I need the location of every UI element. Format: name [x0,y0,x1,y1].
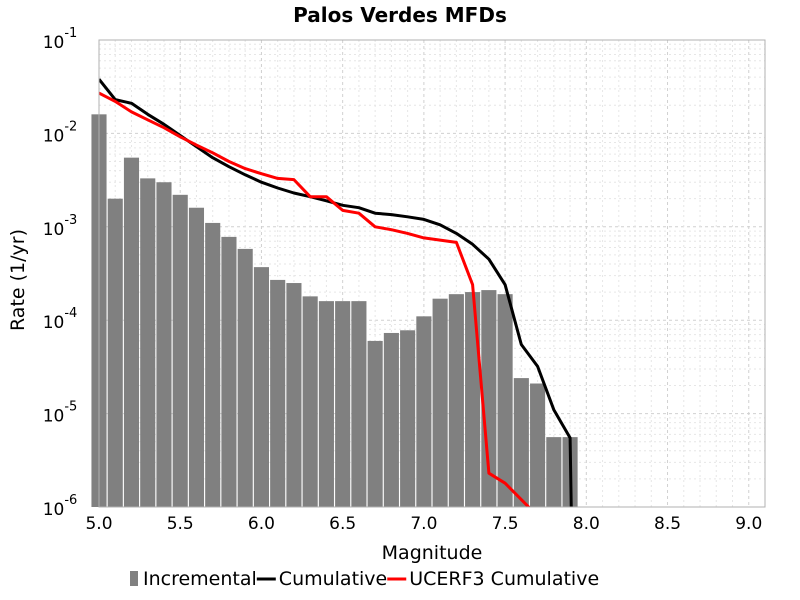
cumulative-lines [99,78,573,507]
bar [481,290,497,507]
bar [513,378,529,507]
x-axis-ticks: 5.0 5.5 6.0 6.5 7.0 7.5 8.0 8.5 9.0 [85,514,762,534]
y-tick-base: 10 [43,407,65,427]
y-axis-ticks: 10-610-510-410-310-210-1 [43,26,78,520]
x-tick-label: 6.5 [329,514,356,534]
bar [156,182,172,507]
bar [400,330,416,507]
legend-label: Cumulative [279,568,387,590]
legend-swatch [130,571,138,586]
x-tick-label: 8.5 [654,514,681,534]
bar [335,301,351,507]
bar [172,194,188,507]
x-tick-label: 5.0 [85,514,112,534]
y-tick-exponent: -6 [64,493,77,508]
x-axis-title: Magnitude [382,542,483,564]
y-tick-exponent: -1 [64,26,77,41]
y-tick-label: 10-4 [43,306,78,333]
x-tick-label: 7.0 [410,514,437,534]
y-tick-exponent: -4 [64,306,77,321]
bar [107,198,123,508]
bar [318,301,334,507]
bar [286,283,302,507]
bar [530,383,546,507]
bar [367,340,383,507]
bar [383,332,399,507]
bar [205,222,221,507]
incremental-bars [91,114,578,508]
bar [237,248,253,508]
y-tick-label: 10-2 [43,119,78,146]
y-tick-base: 10 [43,126,65,146]
y-tick-label: 10-1 [43,26,78,53]
y-axis-title: Rate (1/yr) [7,229,29,331]
bar [123,157,140,507]
y-tick-base: 10 [43,500,65,520]
x-tick-label: 9.0 [735,514,762,534]
bar [351,301,367,507]
bar [448,294,464,507]
legend-label: UCERF3 Cumulative [409,568,599,590]
bar [465,292,481,507]
bar [270,279,286,507]
y-tick-label: 10-3 [43,213,78,240]
bar [546,437,562,507]
legend-label: Incremental [143,568,257,590]
x-tick-label: 8.0 [573,514,600,534]
plot-frame [98,39,766,508]
y-tick-label: 10-5 [43,400,78,427]
y-tick-base: 10 [43,220,65,240]
bar [188,207,205,507]
y-tick-exponent: -5 [64,400,77,415]
x-tick-label: 7.5 [492,514,519,534]
y-tick-exponent: -3 [64,213,77,228]
chart-title: Palos Verdes MFDs [293,3,507,27]
bar [140,178,156,508]
bar [221,236,237,507]
bar [253,267,269,507]
bar [302,296,318,507]
bar [416,316,432,507]
series-line [99,91,531,507]
bar [497,294,513,507]
y-tick-base: 10 [43,313,65,333]
legend: Incremental Cumulative UCERF3 Cumulative [130,568,599,590]
x-tick-label: 6.0 [248,514,275,534]
y-tick-exponent: -2 [64,119,77,134]
x-tick-label: 5.5 [167,514,194,534]
bar [432,298,448,507]
y-tick-base: 10 [43,33,65,53]
y-tick-label: 10-6 [43,493,78,520]
